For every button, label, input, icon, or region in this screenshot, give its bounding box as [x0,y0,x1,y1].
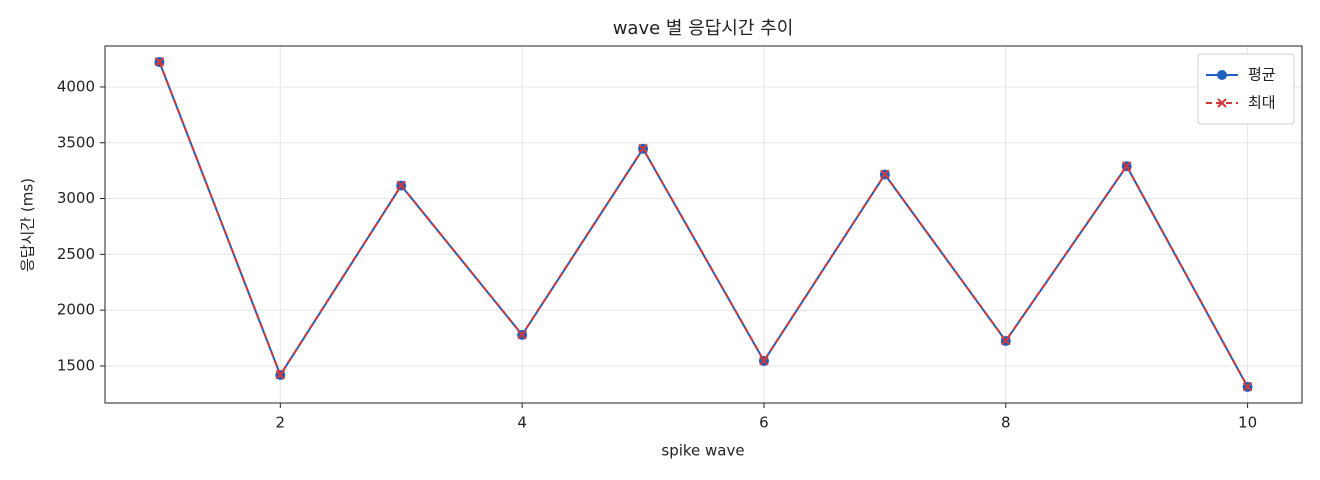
x-tick-label: 2 [276,414,286,432]
marker [396,180,406,191]
marker [1242,381,1253,392]
x-axis-label: spike wave [661,442,744,460]
x-tick-label: 8 [1001,414,1011,432]
y-tick-label: 1500 [57,356,95,374]
series-line [158,61,1249,388]
marker [517,329,527,340]
marker [638,143,648,154]
legend-box [1197,53,1295,125]
y-tick-label: 2000 [57,301,95,319]
series-line [158,61,1249,388]
marker [1001,336,1011,346]
plot-frame [104,45,1303,404]
legend-label: 평균 [1248,66,1276,84]
x-tick-label: 4 [517,414,527,432]
marker [1217,70,1227,80]
y-tick-label: 3500 [57,133,95,151]
legend-label: 최대 [1248,94,1276,112]
marker [880,169,890,180]
y-axis-label: 응답시간 (ms) [19,178,37,272]
y-tick-label: 2500 [57,245,95,263]
y-tick-label: 4000 [57,77,95,95]
x-tick-label: 6 [759,414,769,432]
y-tick-label: 3000 [57,189,95,207]
marker [275,370,286,380]
x-tick-label: 10 [1238,414,1257,432]
marker [759,355,769,366]
marker [154,57,165,67]
marker [1121,161,1132,171]
chart-title: wave 별 응답시간 추이 [613,18,794,39]
marker [1217,98,1227,108]
